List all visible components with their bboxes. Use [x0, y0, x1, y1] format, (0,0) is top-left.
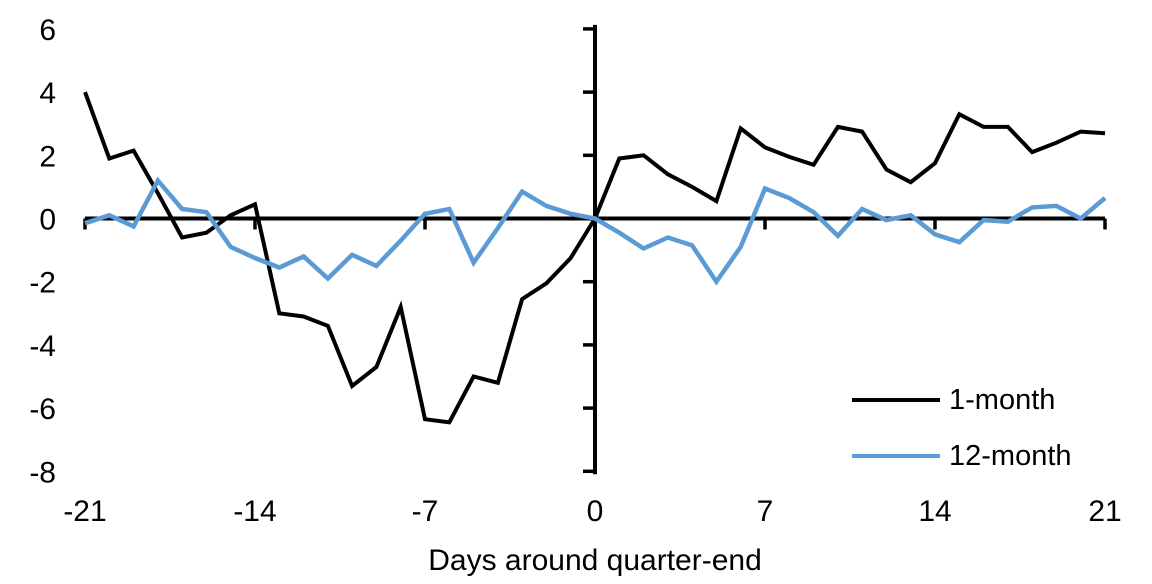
x-tick-label: 21 [1088, 495, 1121, 528]
y-tick-label: -8 [29, 456, 56, 489]
y-tick-label: 6 [39, 14, 56, 47]
legend-label-12-month: 12-month [949, 440, 1072, 472]
x-tick-label: 0 [587, 495, 604, 528]
y-tick-label: 4 [39, 77, 56, 110]
y-tick-label: 0 [39, 204, 56, 237]
y-tick-label: -4 [29, 330, 56, 363]
tick-marks [83, 27, 1107, 474]
x-tick-labels: -21 -14 -7 0 7 14 21 [63, 495, 1121, 528]
y-tick-label: 2 [39, 140, 56, 173]
x-axis-title: Days around quarter-end [428, 544, 762, 577]
legend-item-12-month: 12-month [852, 441, 1072, 471]
y-tick-label: -6 [29, 393, 56, 426]
y-tick-labels: 6 4 2 0 -2 -4 -6 -8 [29, 14, 56, 489]
legend: 1-month 12-month [852, 385, 1072, 471]
x-tick-label: -7 [412, 495, 439, 528]
y-tick-label: -2 [29, 267, 56, 300]
x-tick-label: -14 [233, 495, 276, 528]
x-tick-label: 14 [918, 495, 951, 528]
legend-swatch-12-month [852, 454, 940, 458]
series-line-12-month [84, 176, 1107, 286]
x-tick-label: -21 [63, 495, 106, 528]
x-tick-label: 7 [757, 495, 774, 528]
legend-label-1-month: 1-month [949, 384, 1056, 416]
legend-item-1-month: 1-month [852, 385, 1072, 415]
legend-swatch-1-month [852, 398, 940, 402]
